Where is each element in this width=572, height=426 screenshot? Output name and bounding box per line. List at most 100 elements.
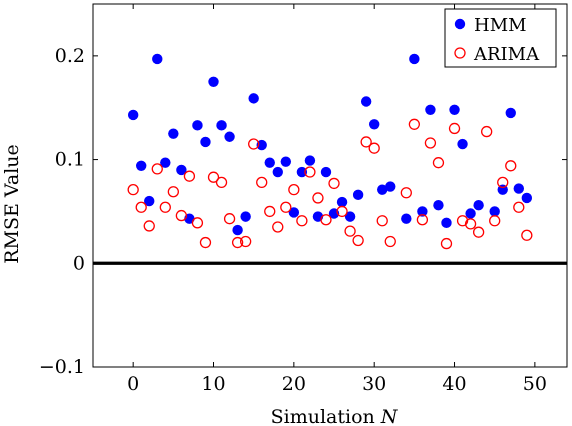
point-hmm	[336, 196, 348, 208]
legend: HMM ARIMA	[444, 8, 557, 68]
point-hmm	[208, 76, 219, 87]
point-hmm	[168, 128, 179, 139]
point-arima	[400, 187, 412, 199]
point-arima	[384, 235, 396, 248]
point-arima	[432, 157, 445, 169]
point-arima	[497, 176, 509, 189]
point-hmm	[136, 160, 147, 171]
point-arima	[505, 160, 517, 172]
point-arima	[376, 215, 388, 227]
point-hmm	[513, 183, 524, 194]
point-arima	[352, 234, 364, 247]
point-hmm	[280, 156, 292, 167]
point-arima	[320, 214, 332, 226]
point-arima	[416, 214, 429, 226]
point-arima	[408, 118, 421, 130]
point-arima	[135, 201, 147, 213]
point-arima	[223, 213, 236, 225]
point-hmm	[401, 213, 412, 224]
point-arima	[368, 142, 380, 154]
point-hmm	[449, 104, 460, 115]
point-arima	[151, 163, 163, 175]
point-hmm	[288, 207, 300, 218]
point-arima	[513, 201, 525, 213]
point-hmm	[368, 119, 380, 130]
point-hmm	[232, 224, 243, 236]
y-tick-label: 0.1	[55, 149, 85, 171]
x-tick-label: 40	[442, 373, 466, 395]
point-hmm	[152, 53, 163, 65]
axis-ticks: 0 10 20 30 40 50 −0.1 0 0.1 0.2	[39, 4, 567, 395]
y-tick-label: 0	[73, 252, 85, 274]
point-arima	[440, 237, 453, 250]
x-tick-label: 30	[362, 373, 386, 395]
data-marks	[127, 53, 533, 250]
plot-frame	[92, 3, 568, 368]
point-arima	[489, 215, 501, 227]
point-arima	[159, 201, 171, 213]
point-hmm	[465, 208, 476, 219]
y-tick-label: 0.2	[55, 45, 85, 67]
x-tick-label: 20	[282, 373, 306, 395]
legend-label-arima: ARIMA	[473, 44, 540, 65]
point-hmm	[304, 155, 316, 166]
point-hmm	[521, 192, 533, 204]
point-arima	[199, 236, 212, 249]
point-arima	[360, 136, 372, 148]
point-arima	[256, 176, 268, 189]
point-hmm	[127, 109, 139, 121]
point-hmm	[457, 138, 468, 150]
y-tick-label: −0.1	[39, 356, 85, 378]
point-arima	[456, 215, 469, 227]
point-arima	[191, 217, 204, 229]
point-hmm	[377, 184, 388, 195]
point-hmm	[385, 181, 396, 192]
point-arima	[328, 177, 340, 190]
point-hmm	[417, 206, 428, 217]
y-axis-label: RMSE Value	[1, 144, 23, 264]
point-hmm	[248, 93, 259, 104]
point-hmm	[433, 200, 444, 211]
point-arima	[167, 186, 179, 198]
point-hmm	[296, 166, 308, 178]
point-arima	[272, 221, 284, 233]
point-hmm	[344, 211, 356, 222]
point-arima	[215, 176, 228, 189]
legend-label-hmm: HMM	[474, 15, 527, 36]
point-arima	[127, 183, 139, 196]
point-arima	[448, 122, 461, 135]
point-arima	[344, 225, 356, 237]
point-hmm	[256, 139, 267, 151]
point-arima	[521, 229, 533, 241]
point-hmm	[224, 131, 235, 142]
point-hmm	[160, 157, 171, 168]
point-hmm	[473, 200, 484, 211]
point-arima	[472, 226, 485, 238]
point-hmm	[352, 189, 364, 201]
point-hmm	[240, 211, 251, 222]
point-hmm	[425, 104, 436, 115]
x-axis-label: Simulation N	[271, 406, 399, 426]
point-hmm	[200, 136, 211, 148]
x-axis-label-variable: N	[380, 406, 399, 426]
point-arima	[231, 236, 244, 249]
point-arima	[183, 170, 196, 182]
point-arima	[175, 209, 188, 222]
point-hmm	[272, 166, 283, 178]
x-tick-label: 10	[201, 373, 225, 395]
point-arima	[239, 235, 252, 248]
point-hmm	[360, 96, 372, 107]
point-hmm	[216, 120, 227, 131]
point-arima	[264, 205, 276, 218]
x-axis-label-text: Simulation	[271, 406, 375, 426]
point-arima	[312, 192, 324, 204]
point-hmm	[192, 120, 203, 131]
point-arima	[288, 183, 300, 196]
point-arima	[304, 166, 316, 178]
point-arima	[280, 201, 292, 213]
point-hmm	[320, 166, 332, 178]
point-hmm	[264, 157, 275, 168]
point-arima	[424, 137, 437, 149]
x-tick-label: 50	[523, 373, 547, 395]
